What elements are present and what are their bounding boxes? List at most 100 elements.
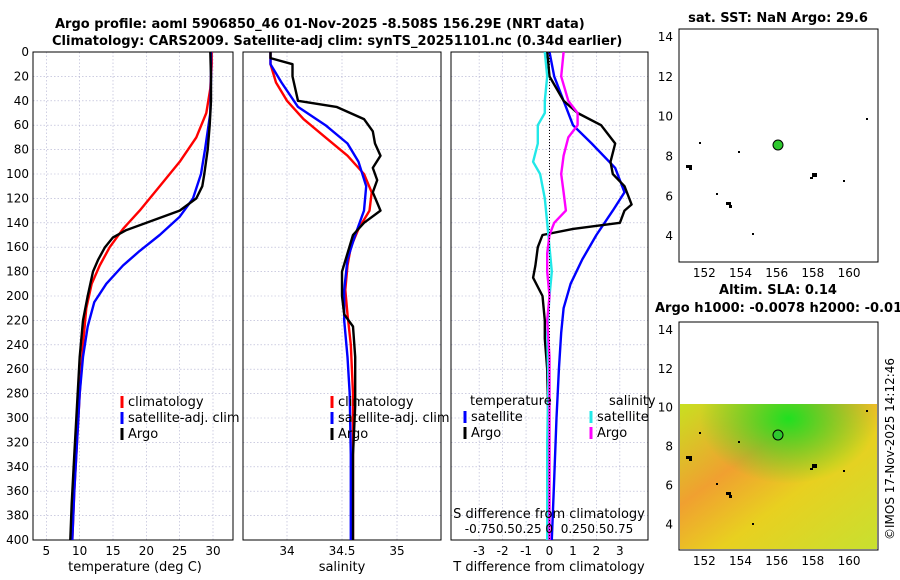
- difference-tick-labels: -3 -2 -1 0 1 2 3: [473, 544, 624, 558]
- legend-salinity-heading: salinity: [609, 394, 656, 409]
- lat-tick-label: 8: [665, 149, 673, 163]
- map2-islands: [686, 410, 868, 525]
- lat-tick-label: 10: [658, 401, 673, 415]
- x-tick-label: 35: [389, 544, 404, 558]
- x-tick-label: 3: [616, 544, 624, 558]
- x-tick-label: 34.5: [329, 544, 356, 558]
- legend-argo-label: Argo: [128, 427, 158, 442]
- figure-title-line1: Argo profile: aoml 5906850_46 01-Nov-202…: [55, 17, 585, 32]
- x-tick-label: 25: [172, 544, 187, 558]
- depth-tick-label: 20: [14, 69, 29, 83]
- lat-tick-label: 8: [665, 440, 673, 454]
- legend-temperature-heading: temperature: [470, 394, 552, 409]
- salinity-axis-label: salinity: [319, 560, 366, 575]
- depth-tick-label: 300: [6, 411, 29, 425]
- x-tick-label: 30: [205, 544, 220, 558]
- lon-tick-label: 152: [693, 266, 716, 280]
- lon-tick-label: 160: [838, 266, 861, 280]
- temperature-axis-label: temperature (deg C): [68, 560, 202, 575]
- depth-tick-label: 120: [6, 191, 29, 205]
- depth-tick-label: 60: [14, 118, 29, 132]
- map2-tick-labels: 152 154 156 158 160 4 6 8 10 12 14: [658, 323, 861, 568]
- salinity-series: [269, 52, 382, 540]
- depth-tick-label: 320: [6, 435, 29, 449]
- legend-t-argo-label: Argo: [471, 426, 501, 441]
- lat-tick-label: 14: [658, 30, 673, 44]
- temperature-grid: [33, 51, 233, 541]
- x-tick-label: 10: [72, 544, 87, 558]
- s-difference-tick-labels: -0.750.50.25 0 0.250.50.75: [465, 522, 633, 536]
- lon-tick-label: 156: [765, 554, 788, 568]
- legend-climatology-label: climatology: [128, 395, 204, 410]
- x-tick-label: 15: [105, 544, 120, 558]
- depth-tick-label: 340: [6, 460, 29, 474]
- salinity-panel-frame: [242, 51, 442, 541]
- x-tick-label: 1: [569, 544, 577, 558]
- depth-tick-label: 400: [6, 533, 29, 547]
- map1-argo-marker: [772, 139, 784, 151]
- map2-title-line1: Altim. SLA: 0.14: [719, 283, 837, 298]
- depth-tick-label: 80: [14, 143, 29, 157]
- lon-tick-label: 158: [801, 554, 824, 568]
- x-tick-label: 34: [279, 544, 294, 558]
- lat-tick-label: 4: [665, 518, 673, 532]
- temperature-panel-frame: [32, 51, 234, 541]
- series-climatology: [269, 52, 373, 540]
- temperature-series: [69, 52, 213, 540]
- x-tick-label: 0: [546, 544, 554, 558]
- legend-t-satellite-label: satellite: [471, 410, 523, 425]
- lon-tick-label: 160: [838, 554, 861, 568]
- x-tick-label: 5: [43, 544, 51, 558]
- lat-tick-label: 6: [665, 479, 673, 493]
- difference-legend: temperature salinity satellite Argo sate…: [463, 394, 656, 441]
- depth-tick-label: 240: [6, 338, 29, 352]
- depth-tick-label: 260: [6, 362, 29, 376]
- series-satellite-adj-clim: [71, 52, 213, 540]
- depth-tick-label: 220: [6, 313, 29, 327]
- map1-islands: [686, 118, 868, 235]
- depth-tick-label: 180: [6, 265, 29, 279]
- lat-tick-label: 12: [658, 70, 673, 84]
- series-satellite-adj-clim: [269, 52, 368, 540]
- map1-title: sat. SST: NaN Argo: 29.6: [688, 11, 868, 26]
- lon-tick-label: 158: [801, 266, 824, 280]
- lon-tick-label: 152: [693, 554, 716, 568]
- depth-tick-label: 140: [6, 216, 29, 230]
- lon-tick-label: 154: [729, 266, 752, 280]
- temperature-tick-labels: 5 10 15 20 25 30: [43, 544, 221, 558]
- s-difference-axis-label: S difference from climatology: [453, 507, 645, 522]
- legend-climatology-label: climatology: [338, 395, 414, 410]
- series-argo: [269, 52, 382, 540]
- legend-s-argo-label: Argo: [597, 426, 627, 441]
- imos-watermark: ©IMOS 17-Nov-2025 14:12:46: [883, 358, 897, 540]
- depth-tick-label: 0: [21, 45, 29, 59]
- depth-tick-labels: 0 20 40 60 80 100 120 140 160 180 200 220 240 260 280 3…: [6, 45, 29, 547]
- series-temperature-argo: [531, 52, 633, 540]
- figure-title-line2: Climatology: CARS2009. Satellite-adj cli…: [52, 34, 622, 49]
- x-tick-label: -3: [473, 544, 485, 558]
- map2-argo-marker: [772, 429, 784, 441]
- lat-tick-label: 14: [658, 323, 673, 337]
- salinity-legend: climatology satellite-adj. clim Argo: [330, 395, 450, 442]
- depth-tick-label: 40: [14, 94, 29, 108]
- legend-argo-label: Argo: [338, 427, 368, 442]
- map2-title-line2: Argo h1000: -0.0078 h2000: -0.01: [655, 301, 900, 316]
- depth-tick-label: 100: [6, 167, 29, 181]
- series-temperature-satellite: [548, 52, 626, 540]
- depth-tick-label: 160: [6, 240, 29, 254]
- lat-tick-label: 4: [665, 229, 673, 243]
- temperature-legend: climatology satellite-adj. clim Argo: [120, 395, 240, 442]
- difference-axis-label: T difference from climatology: [452, 560, 645, 575]
- salinity-tick-labels: 34 34.5 35: [279, 544, 404, 558]
- series-salinity-satellite: [531, 52, 553, 540]
- x-tick-label: 20: [139, 544, 154, 558]
- legend-satellite-label: satellite-adj. clim: [128, 411, 240, 426]
- lon-tick-label: 156: [765, 266, 788, 280]
- x-tick-label: -1: [520, 544, 532, 558]
- depth-tick-label: 200: [6, 289, 29, 303]
- x-tick-label: 2: [593, 544, 601, 558]
- legend-satellite-label: satellite-adj. clim: [338, 411, 450, 426]
- depth-tick-label: 360: [6, 484, 29, 498]
- lat-tick-label: 6: [665, 189, 673, 203]
